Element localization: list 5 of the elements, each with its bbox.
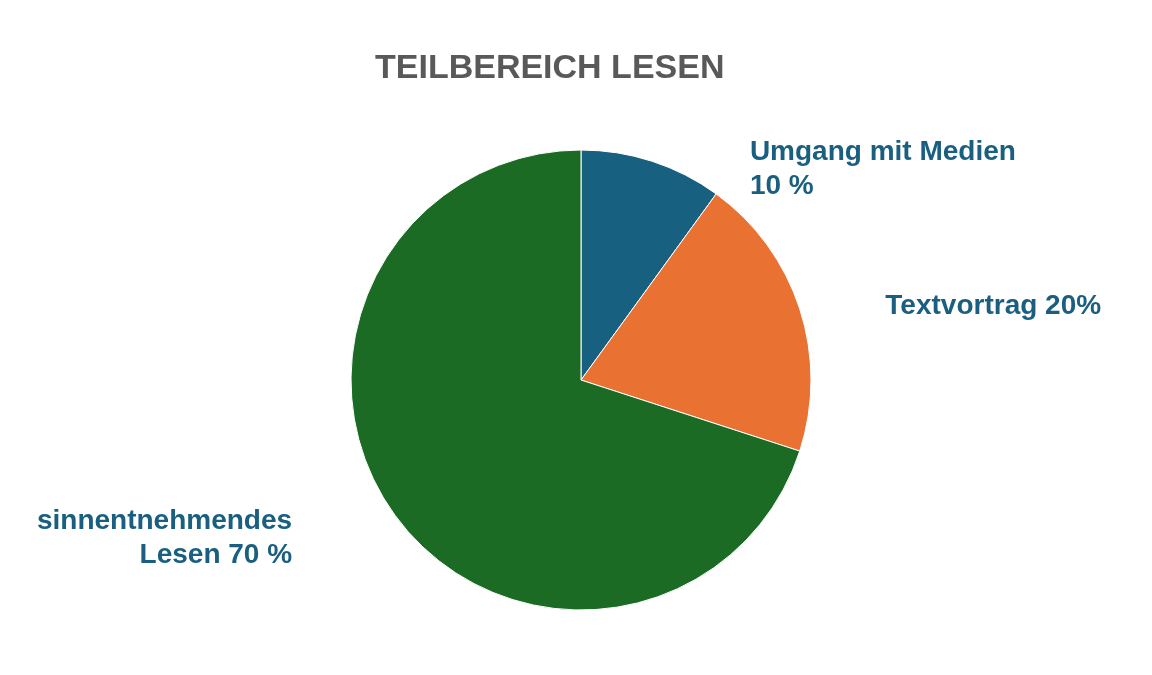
slice-label: Textvortrag 20% bbox=[885, 288, 1102, 320]
data-label: 10 % bbox=[749, 168, 814, 200]
slice-label: sinnentnehmendes Lesen 70 % bbox=[36, 504, 293, 570]
slice-label: Umgang mit Medien bbox=[749, 134, 1016, 166]
chart-title: TEILBEREICH LESEN bbox=[375, 47, 725, 85]
